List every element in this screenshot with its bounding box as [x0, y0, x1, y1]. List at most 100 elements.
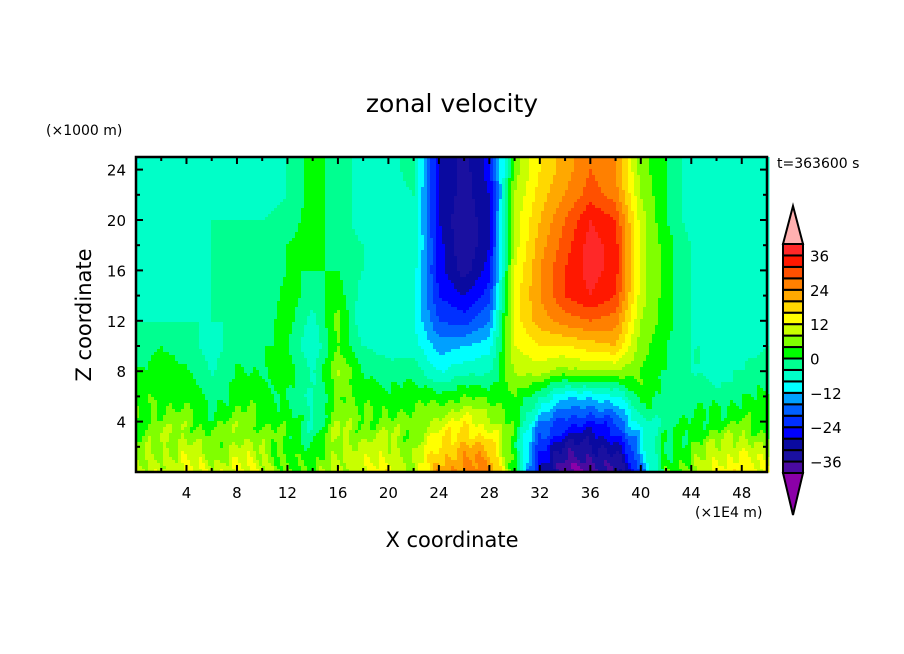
field-cell — [691, 184, 695, 188]
field-cell — [469, 166, 473, 170]
field-cell — [241, 226, 245, 230]
field-cell — [574, 214, 578, 218]
field-cell — [694, 157, 698, 161]
field-cell — [175, 199, 179, 203]
field-cell — [340, 157, 344, 161]
field-cell — [649, 175, 653, 179]
field-cell — [541, 157, 545, 161]
field-cell — [397, 190, 401, 194]
field-cell — [145, 199, 149, 203]
field-cell — [277, 172, 281, 176]
field-cell — [544, 184, 548, 188]
field-cell — [760, 163, 764, 167]
field-cell — [148, 166, 152, 170]
field-cell — [184, 163, 188, 167]
field-cell — [193, 202, 197, 206]
field-cell — [538, 196, 542, 200]
field-cell — [199, 199, 203, 203]
field-cell — [673, 172, 677, 176]
field-cell — [646, 166, 650, 170]
field-cell — [481, 172, 485, 176]
field-cell — [418, 172, 422, 176]
field-cell — [247, 226, 251, 230]
field-cell — [460, 166, 464, 170]
field-cell — [661, 220, 665, 224]
field-cell — [649, 163, 653, 167]
field-cell — [232, 187, 236, 191]
field-cell — [631, 187, 635, 191]
field-cell — [328, 199, 332, 203]
field-cell — [562, 214, 566, 218]
field-cell — [541, 208, 545, 212]
field-cell — [697, 187, 701, 191]
field-cell — [538, 211, 542, 215]
field-cell — [706, 187, 710, 191]
field-cell — [508, 217, 512, 221]
field-cell — [616, 220, 620, 224]
field-cell — [244, 190, 248, 194]
field-cell — [184, 166, 188, 170]
field-cell — [295, 205, 299, 209]
field-cell — [313, 199, 317, 203]
field-cell — [556, 172, 560, 176]
field-cell — [577, 199, 581, 203]
field-cell — [145, 220, 149, 224]
field-cell — [379, 172, 383, 176]
field-cell — [517, 166, 521, 170]
field-cell — [520, 208, 524, 212]
field-cell — [193, 169, 197, 173]
field-cell — [352, 175, 356, 179]
field-cell — [346, 193, 350, 197]
field-cell — [343, 163, 347, 167]
field-cell — [547, 190, 551, 194]
field-cell — [247, 193, 251, 197]
field-cell — [160, 217, 164, 221]
field-cell — [649, 157, 653, 161]
field-cell — [412, 187, 416, 191]
field-cell — [439, 178, 443, 182]
field-cell — [583, 160, 587, 164]
field-cell — [310, 181, 314, 185]
field-cell — [556, 217, 560, 221]
field-cell — [751, 205, 755, 209]
field-cell — [754, 184, 758, 188]
field-cell — [238, 208, 242, 212]
field-cell — [508, 187, 512, 191]
field-cell — [592, 211, 596, 215]
field-cell — [616, 169, 620, 173]
field-cell — [763, 178, 767, 182]
field-cell — [424, 220, 428, 224]
field-cell — [208, 196, 212, 200]
field-cell — [151, 178, 155, 182]
field-cell — [595, 157, 599, 161]
field-cell — [586, 205, 590, 209]
field-cell — [454, 211, 458, 215]
field-cell — [565, 211, 569, 215]
field-cell — [385, 157, 389, 161]
field-cell — [157, 169, 161, 173]
field-cell — [634, 208, 638, 212]
field-cell — [742, 202, 746, 206]
field-cell — [688, 187, 692, 191]
field-cell — [739, 223, 743, 227]
field-cell — [466, 178, 470, 182]
field-cell — [514, 202, 518, 206]
field-cell — [676, 166, 680, 170]
field-cell — [634, 223, 638, 227]
field-cell — [247, 190, 251, 194]
field-cell — [421, 178, 425, 182]
field-cell — [667, 202, 671, 206]
field-cell — [193, 220, 197, 224]
field-cell — [454, 226, 458, 230]
field-cell — [397, 196, 401, 200]
field-cell — [340, 193, 344, 197]
field-cell — [217, 214, 221, 218]
field-cell — [226, 163, 230, 167]
field-cell — [373, 157, 377, 161]
field-cell — [409, 223, 413, 227]
field-cell — [763, 187, 767, 191]
field-cell — [139, 202, 143, 206]
field-cell — [253, 163, 257, 167]
field-cell — [340, 202, 344, 206]
field-cell — [670, 169, 674, 173]
